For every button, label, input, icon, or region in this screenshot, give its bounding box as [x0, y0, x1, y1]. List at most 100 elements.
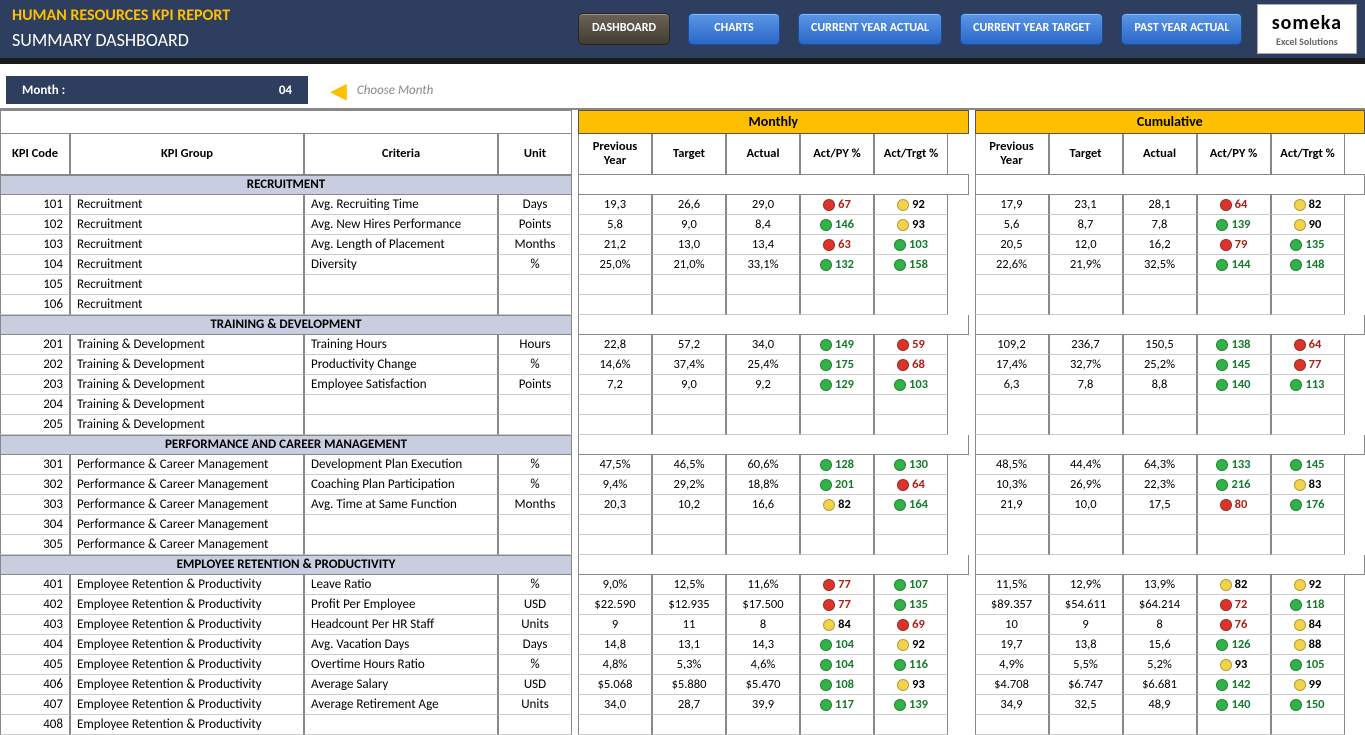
status-dot-icon [1290, 259, 1302, 271]
table-row: 204Training & Development [0, 395, 572, 415]
cell-group: Training & Development [70, 375, 304, 395]
cell-code: 408 [0, 715, 70, 735]
cell-criteria: Productivity Change [304, 355, 498, 375]
cell-unit [498, 275, 572, 295]
cell-criteria: Avg. Time at Same Function [304, 495, 498, 515]
cell-tgt: 5,5% [1049, 655, 1123, 675]
cell-unit [498, 415, 572, 435]
cell-atg: 135 [874, 595, 948, 615]
metric-row [578, 395, 969, 415]
status-dot-icon [1294, 339, 1306, 351]
cell-tgt: 32,7% [1049, 355, 1123, 375]
month-label: Month : [22, 83, 65, 98]
metric-row: 14,813,114,310492 [578, 635, 969, 655]
nav-current-year-actual[interactable]: CURRENT YEAR ACTUAL [798, 13, 942, 45]
cell-unit: Units [498, 615, 572, 635]
cell-apy: 145 [1197, 355, 1271, 375]
nav-past-year-actual[interactable]: PAST YEAR ACTUAL [1121, 13, 1242, 45]
cell-py: 34,0 [578, 695, 652, 715]
cell-atg: 118 [1271, 595, 1345, 615]
metric-row: 22,6%21,9%32,5%144148 [975, 255, 1365, 275]
status-dot-icon [1220, 199, 1232, 211]
status-dot-icon [1216, 699, 1228, 711]
cell-tgt: 7,8 [1049, 375, 1123, 395]
metric-row: 19,326,629,06792 [578, 195, 969, 215]
group-header: EMPLOYEE RETENTION & PRODUCTIVITY [0, 555, 572, 575]
table-row: 304Performance & Career Management [0, 515, 572, 535]
group-header: TRAINING & DEVELOPMENT [0, 315, 572, 335]
cell-tgt: $6.747 [1049, 675, 1123, 695]
monthly-column-headers: Previous Year Target Actual Act/PY % Act… [578, 134, 969, 175]
metric-row: 11,5%12,9%13,9%8292 [975, 575, 1365, 595]
status-dot-icon [823, 239, 835, 251]
nav-current-year-target[interactable]: CURRENT YEAR TARGET [960, 13, 1103, 45]
cell-apy: 82 [800, 495, 874, 515]
metric-row [975, 535, 1365, 555]
cell-code: 407 [0, 695, 70, 715]
cell-group: Recruitment [70, 255, 304, 275]
cell-atg: 148 [1271, 255, 1345, 275]
cell-group: Employee Retention & Productivity [70, 655, 304, 675]
cell-atg: 158 [874, 255, 948, 275]
cell-py: $89.357 [975, 595, 1049, 615]
cell-criteria: Average Salary [304, 675, 498, 695]
status-dot-icon [1290, 699, 1302, 711]
metric-row [975, 715, 1365, 735]
cell-group: Training & Development [70, 335, 304, 355]
cell-group: Training & Development [70, 415, 304, 435]
cell-py: 11,5% [975, 575, 1049, 595]
col-target: Target [652, 134, 726, 174]
cell-code: 402 [0, 595, 70, 615]
status-dot-icon [1290, 499, 1302, 511]
metric-row: 5,89,08,414693 [578, 215, 969, 235]
cell-apy: 77 [800, 575, 874, 595]
cumulative-pane: Cumulative Previous Year Target Actual A… [975, 110, 1365, 735]
metric-row: 25,0%21,0%33,1%132158 [578, 255, 969, 275]
metric-row [975, 275, 1365, 295]
table-row: 405Employee Retention & ProductivityOver… [0, 655, 572, 675]
cell-py: $4.708 [975, 675, 1049, 695]
status-dot-icon [1216, 259, 1228, 271]
cell-py: 7,2 [578, 375, 652, 395]
nav-charts[interactable]: CHARTS [688, 13, 780, 45]
cell-atg: 113 [1271, 375, 1345, 395]
col-kpi-code: KPI Code [0, 134, 70, 174]
metric-row [975, 395, 1365, 415]
cell-unit: Points [498, 215, 572, 235]
nav-dashboard[interactable]: DASHBOARD [578, 13, 670, 45]
cell-act: 8,4 [726, 215, 800, 235]
cell-act: 4,6% [726, 655, 800, 675]
cell-tgt: 29,2% [652, 475, 726, 495]
cell-py: 20,5 [975, 235, 1049, 255]
cell-code: 305 [0, 535, 70, 555]
cell-unit: % [498, 475, 572, 495]
cell-criteria [304, 275, 498, 295]
cell-criteria: Leave Ratio [304, 575, 498, 595]
cell-apy: 80 [1197, 495, 1271, 515]
status-dot-icon [1220, 239, 1232, 251]
cell-atg: 82 [1271, 195, 1345, 215]
cell-unit [498, 535, 572, 555]
status-dot-icon [1220, 599, 1232, 611]
table-row: 202Training & DevelopmentProductivity Ch… [0, 355, 572, 375]
cell-code: 404 [0, 635, 70, 655]
cell-py: 22,6% [975, 255, 1049, 275]
cell-py: 10 [975, 615, 1049, 635]
cell-group: Employee Retention & Productivity [70, 715, 304, 735]
cell-py: 22,8 [578, 335, 652, 355]
status-dot-icon [1216, 379, 1228, 391]
cell-act: 16,6 [726, 495, 800, 515]
cell-py: 47,5% [578, 455, 652, 475]
cell-apy: 149 [800, 335, 874, 355]
status-dot-icon [823, 579, 835, 591]
table-row: 403Employee Retention & ProductivityHead… [0, 615, 572, 635]
cell-act: 9,2 [726, 375, 800, 395]
cell-act: $5.470 [726, 675, 800, 695]
month-selector[interactable]: Month : 04 [6, 76, 308, 104]
cell-criteria: Training Hours [304, 335, 498, 355]
cell-group: Employee Retention & Productivity [70, 675, 304, 695]
cell-py: 21,9 [975, 495, 1049, 515]
cell-criteria: Avg. Recruiting Time [304, 195, 498, 215]
cell-tgt: 9 [1049, 615, 1123, 635]
cell-criteria: Development Plan Execution [304, 455, 498, 475]
